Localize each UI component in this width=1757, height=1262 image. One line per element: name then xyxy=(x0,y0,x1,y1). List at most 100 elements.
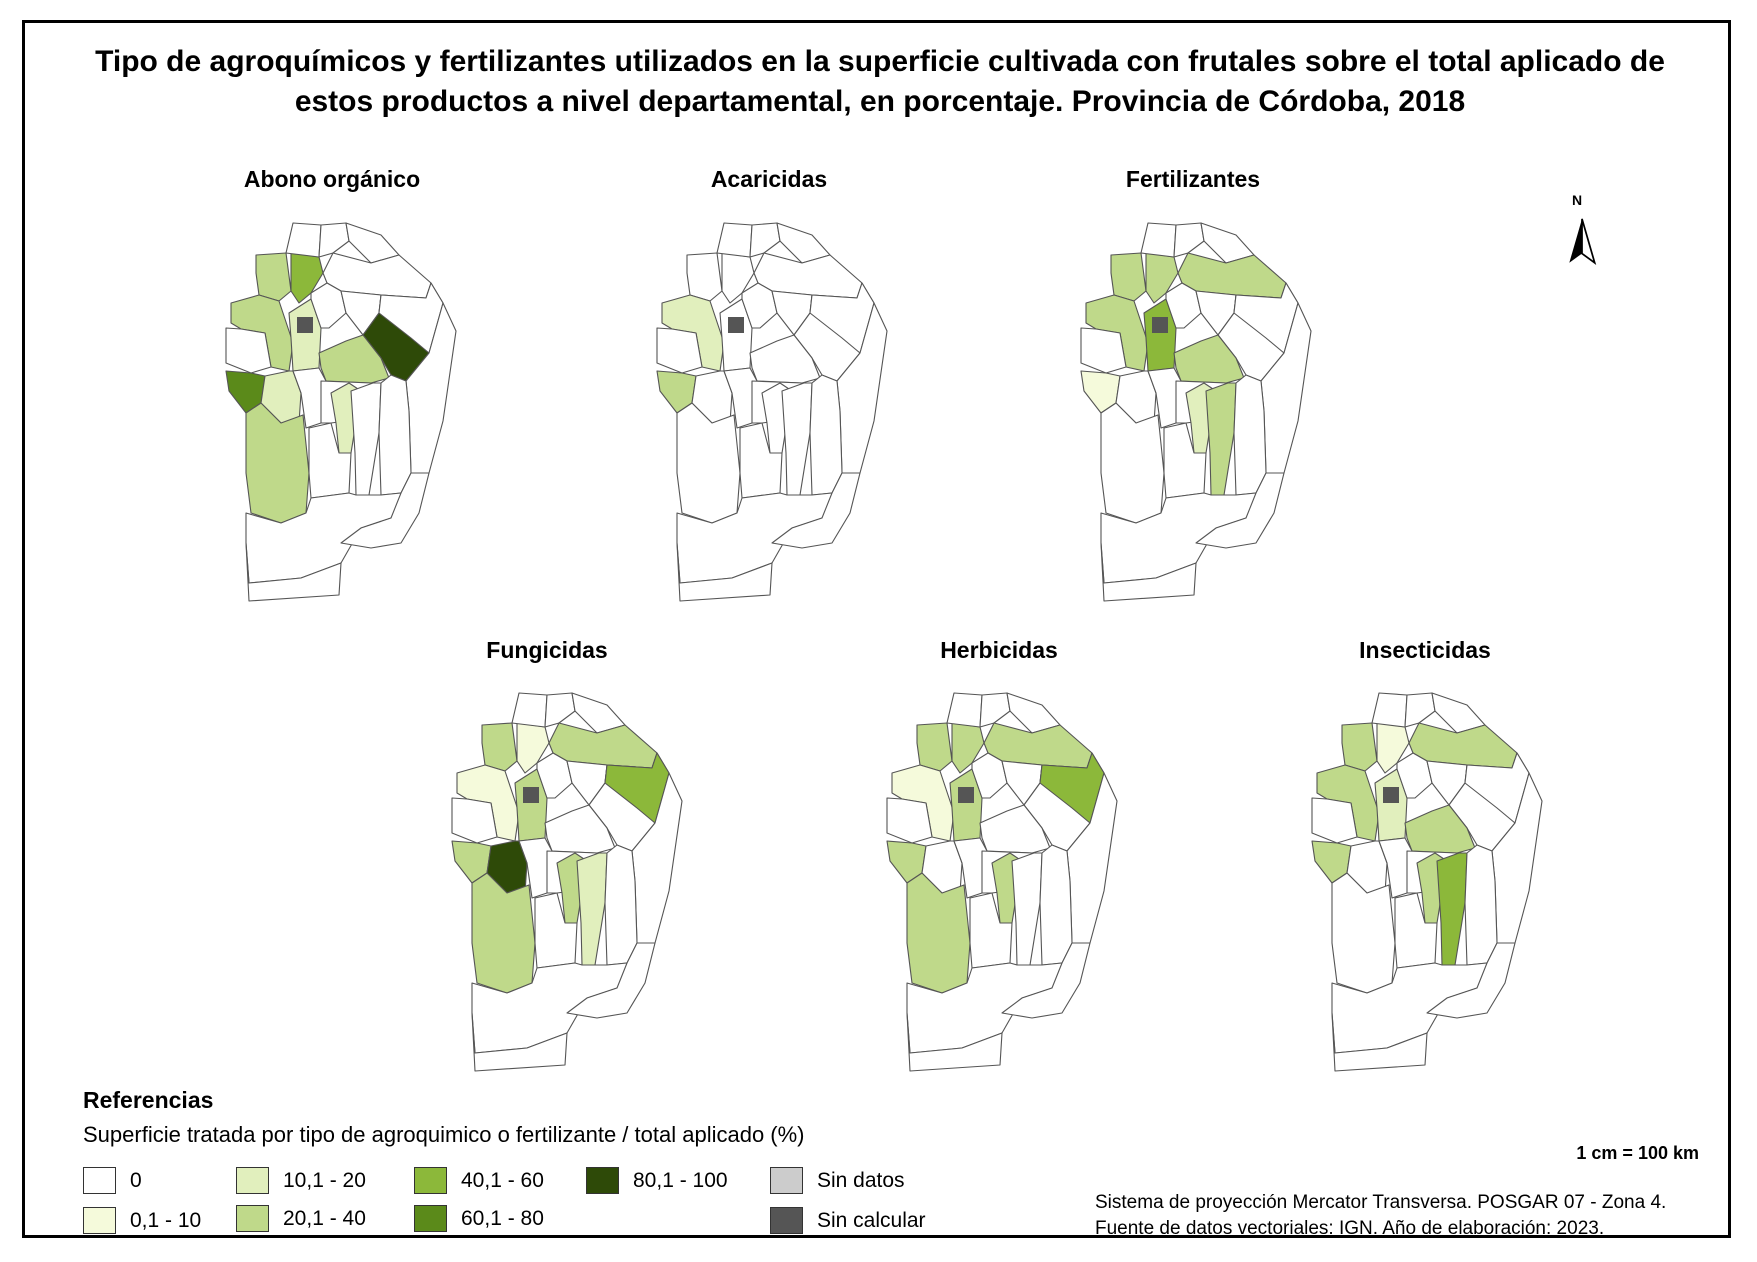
department-c1 xyxy=(536,752,573,799)
department-se2 xyxy=(1011,852,1043,966)
department-c1 xyxy=(1165,282,1202,329)
map-title-acaricidas: Acaricidas xyxy=(710,166,828,192)
capital-sin-calcular xyxy=(728,317,744,333)
department-n2 xyxy=(1404,692,1436,728)
department-sw2 xyxy=(906,872,971,994)
department-south3 xyxy=(245,542,342,602)
department-nw xyxy=(1110,252,1147,302)
legend-swatch xyxy=(236,1205,269,1232)
north-arrow-icon xyxy=(1569,218,1597,265)
department-nw xyxy=(916,722,953,772)
department-sw2 xyxy=(1331,872,1396,994)
department-cs3 xyxy=(1394,892,1438,969)
department-south2 xyxy=(566,942,656,1019)
department-n2 xyxy=(1173,222,1205,258)
map-acaricidas xyxy=(656,222,888,602)
map-abono-organico xyxy=(225,222,457,602)
department-south2 xyxy=(340,472,430,549)
department-cs4 xyxy=(604,844,638,966)
capital-sin-calcular xyxy=(523,787,539,803)
department-n1 xyxy=(1140,222,1177,258)
capital-sin-calcular xyxy=(1383,787,1399,803)
department-nw xyxy=(255,252,292,302)
legend-item-7: Sin datos xyxy=(770,1167,905,1194)
legend-swatch xyxy=(586,1167,619,1194)
map-frame xyxy=(22,20,1731,1238)
department-c1 xyxy=(971,752,1008,799)
department-cs4 xyxy=(378,374,412,496)
legend-item-8: Sin calcular xyxy=(770,1207,926,1234)
department-se2 xyxy=(1436,852,1468,966)
capital-sin-calcular xyxy=(958,787,974,803)
department-wLeft xyxy=(1311,797,1358,844)
department-w1 xyxy=(891,764,955,842)
department-n1 xyxy=(511,692,548,728)
department-cs3 xyxy=(739,422,783,499)
department-cs4 xyxy=(1039,844,1073,966)
department-n1 xyxy=(285,222,322,258)
map-title-fungicidas: Fungicidas xyxy=(486,637,608,663)
department-south3 xyxy=(1100,542,1197,602)
department-se2 xyxy=(576,852,608,966)
legend-swatch xyxy=(414,1205,447,1232)
map-title-herbicidas: Herbicidas xyxy=(940,637,1058,663)
department-nw xyxy=(686,252,723,302)
map-title-insecticidas: Insecticidas xyxy=(1359,637,1491,663)
department-south3 xyxy=(676,542,773,602)
department-c1 xyxy=(310,282,347,329)
department-south2 xyxy=(1001,942,1091,1019)
map-title-abono: Abono orgánico xyxy=(243,166,421,192)
department-w1 xyxy=(1316,764,1380,842)
department-n2 xyxy=(749,222,781,258)
map-insecticidas xyxy=(1311,692,1543,1072)
capital-sin-calcular xyxy=(1152,317,1168,333)
department-sw2 xyxy=(676,402,741,524)
department-wLeft xyxy=(1080,327,1127,374)
department-n2 xyxy=(544,692,576,728)
credits-line-2: Fuente de datos vectoriales: IGN. Año de… xyxy=(1095,1218,1605,1239)
department-nw xyxy=(481,722,518,772)
department-w1 xyxy=(661,294,725,372)
map-fertilizantes xyxy=(1080,222,1312,602)
department-cs3 xyxy=(534,892,578,969)
department-south3 xyxy=(471,1012,568,1072)
department-n2 xyxy=(318,222,350,258)
department-c1 xyxy=(741,282,778,329)
capital-sin-calcular xyxy=(297,317,313,333)
department-sw2 xyxy=(245,402,310,524)
map-title-fertilizantes: Fertilizantes xyxy=(1125,166,1261,192)
legend-swatch xyxy=(770,1167,803,1194)
legend-item-6: 80,1 - 100 xyxy=(586,1167,728,1194)
legend-item-0: 0 xyxy=(83,1167,142,1194)
legend-swatch xyxy=(83,1207,116,1234)
department-w1 xyxy=(1085,294,1149,372)
legend-item-3: 20,1 - 40 xyxy=(236,1205,366,1232)
legend-swatch xyxy=(236,1167,269,1194)
north-label: N xyxy=(1572,192,1583,208)
legend-item-4: 40,1 - 60 xyxy=(414,1167,544,1194)
department-south3 xyxy=(1331,1012,1428,1072)
department-south3 xyxy=(906,1012,1003,1072)
department-nw xyxy=(1341,722,1378,772)
map-herbicidas xyxy=(886,692,1118,1072)
department-n1 xyxy=(946,692,983,728)
legend-item-1: 0,1 - 10 xyxy=(83,1207,201,1234)
department-cs4 xyxy=(1464,844,1498,966)
department-wLeft xyxy=(656,327,703,374)
credits: Sistema de proyección Mercator Transvers… xyxy=(1095,1190,1666,1242)
legend-swatch xyxy=(414,1167,447,1194)
department-n2 xyxy=(979,692,1011,728)
credits-line-1: Sistema de proyección Mercator Transvers… xyxy=(1095,1192,1667,1213)
legend-title: Referencias xyxy=(83,1087,214,1113)
department-se2 xyxy=(781,382,813,496)
department-wLeft xyxy=(886,797,933,844)
department-n1 xyxy=(1371,692,1408,728)
department-cs4 xyxy=(809,374,843,496)
department-wLeft xyxy=(225,327,272,374)
department-se2 xyxy=(1205,382,1237,496)
map-fungicidas xyxy=(451,692,683,1072)
department-w1 xyxy=(230,294,294,372)
department-cs3 xyxy=(969,892,1013,969)
department-c1 xyxy=(1396,752,1433,799)
department-wLeft xyxy=(451,797,498,844)
